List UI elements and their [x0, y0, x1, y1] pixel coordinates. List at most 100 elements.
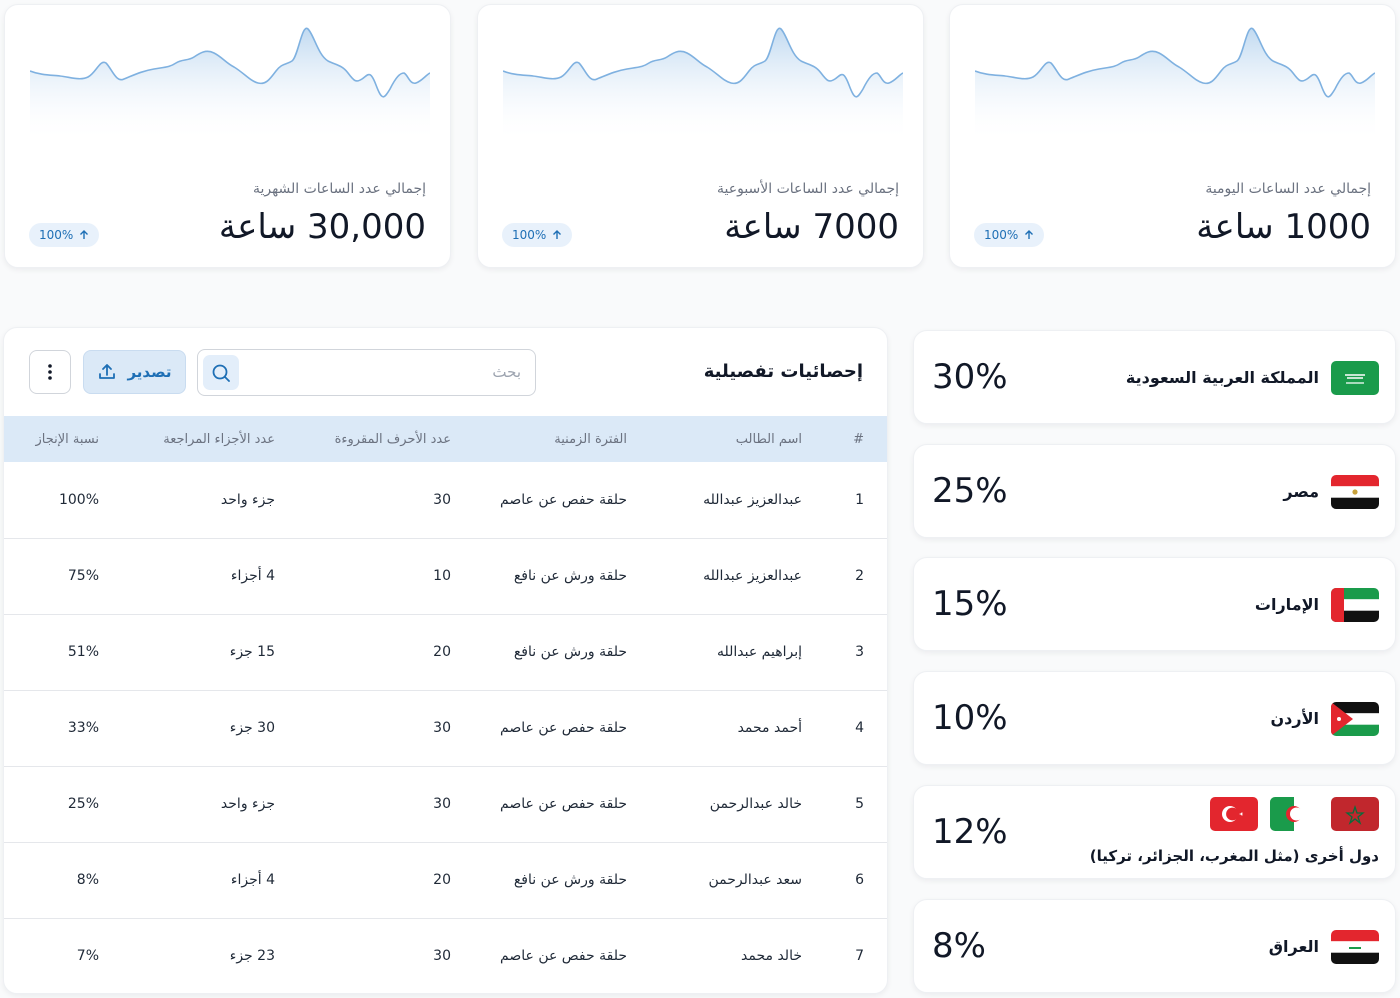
country-card-egypt: 25% مصر	[913, 444, 1396, 538]
column-header-parts[interactable]: عدد الأجزاء المراجعة	[163, 431, 275, 447]
cell-student: أحمد محمد	[737, 720, 802, 736]
cell-completion: 100%	[58, 491, 99, 508]
cell-letters: 10	[433, 568, 451, 584]
cell-student: عبدالعزيز عبدالله	[703, 568, 802, 584]
country-percent: 12%	[932, 812, 1008, 852]
export-button[interactable]: تصدير	[83, 350, 186, 394]
stats-table: # اسم الطالب الفترة الزمنية عدد الأحرف ا…	[4, 416, 887, 993]
cell-index: 7	[855, 948, 864, 965]
more-vertical-icon	[48, 364, 52, 380]
cell-parts: 15 جزء	[229, 644, 275, 660]
cell-completion: 51%	[67, 644, 99, 660]
country-percent: 15%	[932, 584, 1008, 624]
country-name: دول أخرى (مثل المغرب، الجزائر، تركيا)	[1089, 847, 1379, 865]
country-card-saudi: 30% المملكة العربية السعودية	[913, 330, 1396, 424]
cell-parts: جزء واحد	[220, 491, 275, 508]
column-header-completion[interactable]: نسبة الإنجاز	[35, 431, 99, 447]
country-card-iraq: 8% العراق	[913, 899, 1396, 993]
cell-completion: 25%	[67, 796, 99, 812]
cell-parts: 4 أجزاء	[230, 872, 275, 888]
egypt-flag-icon	[1331, 475, 1379, 509]
growth-badge: 100%	[29, 223, 100, 247]
arrow-up-icon	[553, 230, 562, 239]
cell-letters: 30	[433, 796, 451, 812]
table-row[interactable]: 5 خالد عبدالرحمن حلقة حفص عن عاصم 30 جزء…	[4, 766, 887, 842]
column-header-letters[interactable]: عدد الأحرف المقروءة	[334, 431, 451, 447]
country-card-uae: 15% الإمارات	[913, 557, 1396, 651]
stat-value: 7000 ساعة	[724, 207, 899, 247]
export-label: تصدير	[127, 363, 172, 381]
turkey-flag-icon	[1210, 797, 1258, 831]
stat-card-daily: إجمالي عدد الساعات اليومية 1000 ساعة 100…	[949, 4, 1396, 268]
country-percent: 30%	[932, 357, 1008, 397]
badge-percent: 100%	[984, 228, 1019, 242]
country-percent: 10%	[932, 698, 1008, 738]
sparkline-chart	[975, 27, 1375, 143]
stat-label: إجمالي عدد الساعات الأسبوعية	[717, 181, 899, 197]
country-name: مصر	[1283, 482, 1319, 501]
column-header-student[interactable]: اسم الطالب	[735, 431, 802, 447]
badge-percent: 100%	[39, 228, 74, 242]
search-icon	[212, 364, 230, 382]
arrow-up-icon	[1025, 230, 1034, 239]
cell-period: حلقة حفص عن عاصم	[500, 720, 627, 736]
column-header-period[interactable]: الفترة الزمنية	[554, 431, 627, 447]
stat-label: إجمالي عدد الساعات الشهرية	[252, 181, 426, 197]
table-header-row: # اسم الطالب الفترة الزمنية عدد الأحرف ا…	[4, 416, 887, 462]
table-row[interactable]: 2 عبدالعزيز عبدالله حلقة ورش عن نافع 10 …	[4, 538, 887, 614]
cell-index: 4	[855, 720, 864, 736]
table-row[interactable]: 4 أحمد محمد حلقة حفص عن عاصم 30 30 جزء 3…	[4, 690, 887, 766]
cell-period: حلقة ورش عن نافع	[513, 644, 627, 660]
cell-index: 3	[855, 644, 864, 660]
table-row[interactable]: 3 إبراهيم عبدالله حلقة ورش عن نافع 20 15…	[4, 614, 887, 690]
country-name: العراق	[1268, 937, 1319, 956]
uae-flag-icon	[1331, 588, 1379, 622]
cell-period: حلقة حفص عن عاصم	[500, 491, 627, 508]
cell-letters: 30	[433, 720, 451, 736]
country-name: الأردن	[1270, 709, 1319, 728]
morocco-flag-icon	[1331, 797, 1379, 831]
country-name: الإمارات	[1254, 595, 1319, 614]
cell-index: 2	[855, 568, 864, 584]
country-card-jordan: 10% الأردن	[913, 671, 1396, 765]
sparkline-chart	[503, 27, 903, 143]
stat-card-monthly: إجمالي عدد الساعات الشهرية 30,000 ساعة 1…	[4, 4, 451, 268]
cell-index: 5	[855, 796, 864, 812]
column-header-index[interactable]: #	[853, 431, 864, 447]
more-options-button[interactable]	[29, 350, 71, 394]
table-row[interactable]: 6 سعد عبدالرحمن حلقة ورش عن نافع 20 4 أج…	[4, 842, 887, 918]
growth-badge: 100%	[502, 223, 573, 247]
search-button[interactable]	[203, 355, 239, 390]
stat-value: 1000 ساعة	[1196, 207, 1371, 247]
cell-student: خالد عبدالرحمن	[709, 796, 802, 812]
search-input[interactable]: بحث	[197, 349, 536, 396]
cell-period: حلقة ورش عن نافع	[513, 568, 627, 584]
badge-percent: 100%	[512, 228, 547, 242]
cell-period: حلقة ورش عن نافع	[513, 872, 627, 888]
cell-period: حلقة حفص عن عاصم	[500, 796, 627, 812]
search-placeholder: بحث	[492, 363, 521, 381]
table-title: إحصائيات تفصيلية	[703, 361, 863, 382]
algeria-flag-icon	[1270, 797, 1318, 831]
table-row[interactable]: 1 عبدالعزيز عبدالله حلقة حفص عن عاصم 30 …	[4, 462, 887, 538]
cell-letters: 20	[433, 644, 451, 660]
cell-letters: 30	[433, 948, 451, 965]
growth-badge: 100%	[974, 223, 1045, 247]
country-percent: 8%	[932, 926, 986, 966]
cell-completion: 75%	[67, 568, 99, 584]
jordan-flag-icon	[1331, 702, 1379, 736]
cell-student: خالد محمد	[741, 948, 802, 965]
cell-completion: 33%	[67, 720, 99, 736]
cell-index: 1	[855, 491, 864, 508]
cell-completion: 8%	[76, 872, 99, 888]
country-percent: 25%	[932, 471, 1008, 511]
table-row[interactable]: 7 خالد محمد حلقة حفص عن عاصم 30 23 جزء 7…	[4, 918, 887, 993]
cell-completion: 7%	[76, 948, 99, 965]
cell-student: سعد عبدالرحمن	[708, 872, 803, 888]
stat-value: 30,000 ساعة	[218, 207, 426, 247]
saudi-flag-icon	[1331, 361, 1379, 395]
country-name: المملكة العربية السعودية	[1125, 368, 1319, 387]
cell-letters: 20	[433, 872, 451, 888]
cell-parts: 30 جزء	[229, 720, 275, 736]
cell-letters: 30	[433, 491, 451, 508]
